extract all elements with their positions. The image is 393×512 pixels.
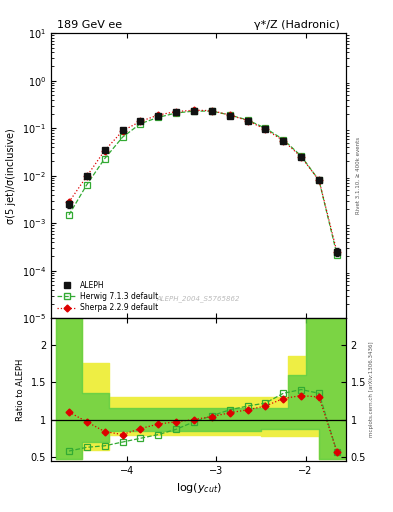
Text: ALEPH_2004_S5765862: ALEPH_2004_S5765862	[157, 295, 240, 302]
Legend: ALEPH, Herwig 7.1.3 default, Sherpa 2.2.9 default: ALEPH, Herwig 7.1.3 default, Sherpa 2.2.…	[55, 279, 161, 314]
Y-axis label: Ratio to ALEPH: Ratio to ALEPH	[16, 358, 25, 421]
Y-axis label: σ(5 jet)/σ(inclusive): σ(5 jet)/σ(inclusive)	[6, 128, 17, 224]
Y-axis label: mcplots.cern.ch [arXiv:1306.3436]: mcplots.cern.ch [arXiv:1306.3436]	[369, 342, 374, 437]
Text: γ*/Z (Hadronic): γ*/Z (Hadronic)	[254, 20, 340, 30]
Text: 189 GeV ee: 189 GeV ee	[57, 20, 122, 30]
Y-axis label: Rivet 3.1.10, ≥ 400k events: Rivet 3.1.10, ≥ 400k events	[356, 137, 361, 215]
X-axis label: log($y_{cut}$): log($y_{cut}$)	[176, 481, 221, 495]
